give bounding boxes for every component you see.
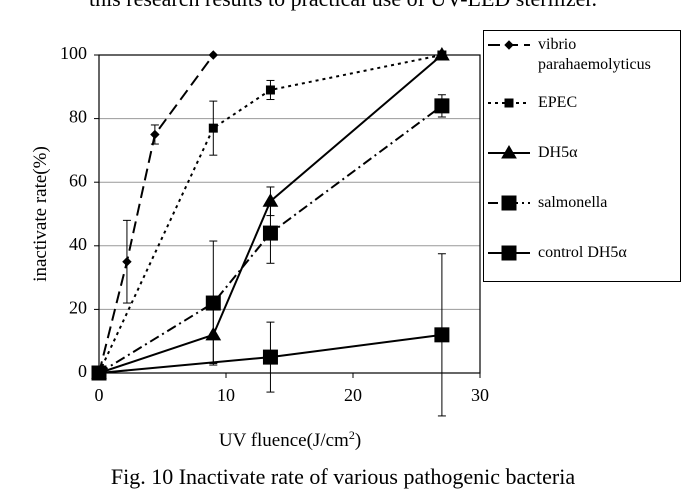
legend-item: DH5α [484,143,680,163]
legend-label: control DH5α [538,244,627,261]
legend-swatch [488,145,530,159]
data-point [434,47,450,61]
x-tick-label: 10 [217,385,235,405]
data-point [122,256,132,267]
y-tick-label: 100 [60,43,87,63]
x-axis-label-text: UV fluence(J/cm [219,430,349,451]
data-point [150,129,160,140]
data-point [208,50,219,60]
data-point [205,295,221,311]
x-axis-label-end: ) [355,430,361,451]
legend-label: vibrio parahaemolyticus [538,36,651,73]
x-tick-label: 30 [471,385,489,405]
y-tick-label: 40 [69,234,87,254]
series-line [98,105,443,374]
caption: Fig. 10 Inactivate rate of various patho… [111,464,575,489]
legend-marker [504,98,514,108]
data-point [265,85,275,95]
x-axis-label: UV fluence(J/cm2) [219,428,361,451]
legend-swatch [488,98,530,108]
legend-item: vibrio parahaemolyticus [484,35,680,75]
x-axis-label-sup: 2 [349,428,355,442]
y-tick-label: 0 [78,361,87,381]
legend-marker [504,40,514,50]
legend-marker [501,245,517,261]
legend-marker [501,145,517,159]
data-point [434,98,450,114]
legend-swatch [488,40,530,50]
legend: vibrio parahaemolyticus EPEC DH5α salmonell… [483,30,681,282]
data-point [434,327,450,343]
header-text: this research results to practical use o… [89,0,597,11]
legend-label: salmonella [538,194,608,211]
legend-item: EPEC [484,93,680,113]
series-line [98,54,443,374]
series-line [98,54,443,374]
data-point [262,349,278,365]
y-tick-label: 20 [69,298,87,318]
y-tick-label: 80 [69,107,87,127]
legend-marker [501,195,517,211]
x-tick-label: 20 [344,385,362,405]
legend-swatch [488,245,530,261]
data-point [262,225,278,241]
y-axis-label: inactivate rate(%) [30,146,51,282]
plot-frame [98,54,481,374]
data-point [91,365,107,381]
legend-label: DH5α [538,144,578,161]
series-line [98,54,215,374]
legend-item: salmonella [484,193,680,213]
data-point [208,123,218,133]
legend-item: control DH5α [484,243,680,263]
legend-swatch [488,195,530,211]
x-tick-label: 0 [95,385,104,405]
y-tick-label: 60 [69,170,87,190]
legend-label: EPEC [538,94,578,111]
